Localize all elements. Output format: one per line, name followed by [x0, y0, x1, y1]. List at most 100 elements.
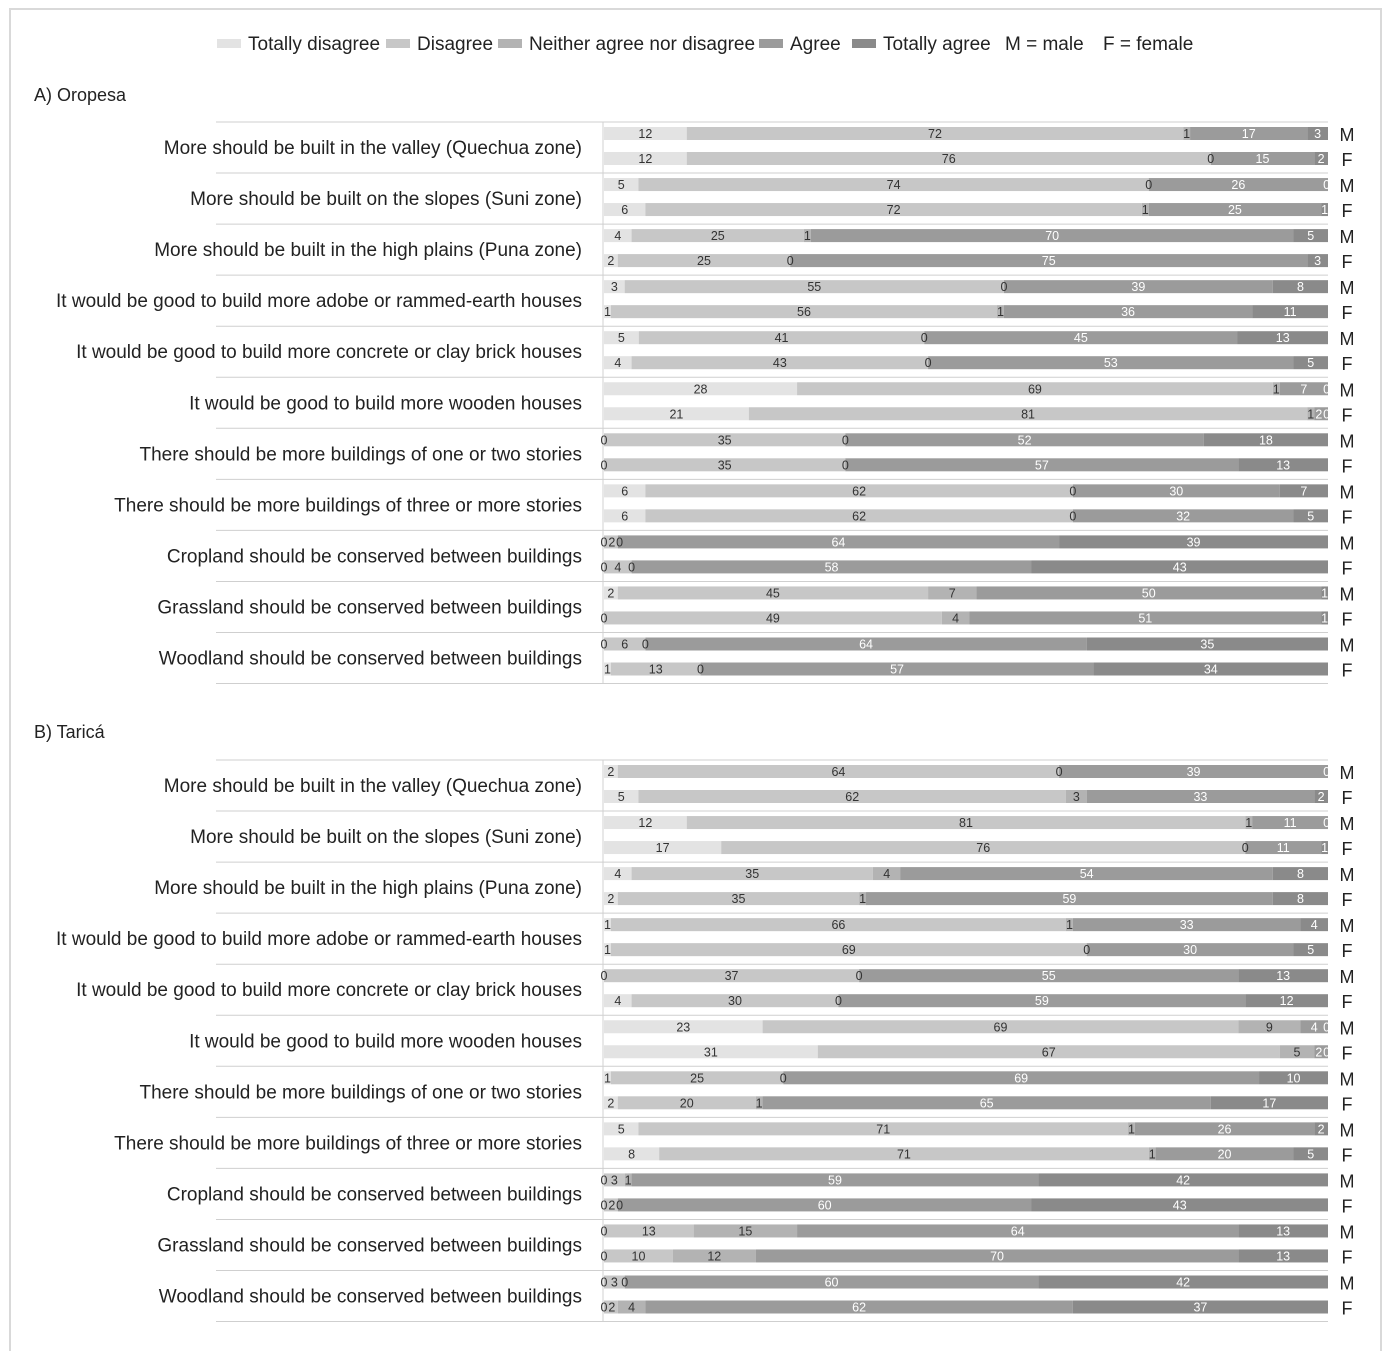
gender-label: F — [1342, 1299, 1353, 1319]
segment-value-label: 1 — [1149, 1147, 1156, 1161]
segment-value-label: 0 — [842, 433, 849, 447]
bar-segment — [604, 433, 846, 447]
bar-segment — [1238, 1249, 1328, 1263]
segment-value-label: 62 — [852, 509, 866, 523]
segment-value-label: 1 — [756, 1096, 763, 1110]
bar-segment — [693, 1224, 798, 1238]
male-bar: 0 35 0 52 18 M — [601, 431, 1355, 451]
female-bar: 0 10 12 70 13 F — [601, 1247, 1353, 1267]
segment-value-label: 1 — [604, 943, 611, 957]
segment-value-label: 11 — [1284, 816, 1297, 830]
segment-value-label: 17 — [1242, 127, 1256, 141]
segment-value-label: 4 — [614, 994, 621, 1008]
category-label: There should be more buildings of one or… — [139, 1082, 582, 1103]
bar-segment — [617, 1300, 646, 1314]
segment-value-label: 30 — [728, 994, 742, 1008]
segment-value-label: 76 — [976, 841, 990, 855]
segment-value-label: 0 — [925, 356, 932, 370]
male-bar: 12 72 1 17 3 M — [604, 125, 1355, 145]
segment-value-label: 72 — [928, 127, 942, 141]
segment-value-label: 13 — [1276, 331, 1290, 345]
bar-segment — [817, 1045, 1280, 1059]
segment-value-label: 0 — [628, 560, 635, 574]
bar-segment — [604, 178, 639, 192]
segment-value-label: 57 — [1035, 458, 1049, 472]
bar-segment — [1293, 356, 1328, 370]
category-group: There should be more buildings of one or… — [139, 431, 1354, 476]
segment-value-label: 36 — [1121, 305, 1135, 319]
segment-value-label: 1 — [804, 229, 811, 243]
bar-segment — [1183, 127, 1191, 140]
segment-value-label: 64 — [1011, 1224, 1025, 1238]
bar-segment — [1245, 816, 1253, 830]
bar-segment — [631, 867, 873, 881]
bar-segment — [1238, 458, 1328, 472]
bar-segment — [1272, 892, 1328, 906]
segment-value-label: 28 — [694, 382, 708, 396]
bar-segment — [997, 305, 1004, 319]
segment-value-label: 6 — [621, 484, 628, 498]
bar-segment — [1321, 203, 1328, 217]
bar-segment — [1237, 331, 1328, 345]
segment-value-label: 1 — [625, 1173, 632, 1187]
bar-segment — [790, 254, 1308, 268]
gender-label: M — [1340, 584, 1355, 604]
segment-value-label: 4 — [614, 867, 621, 881]
gender-label: F — [1342, 992, 1353, 1012]
segment-value-label: 8 — [1297, 867, 1304, 881]
segment-value-label: 4 — [1311, 918, 1318, 932]
bar-segment — [686, 816, 1246, 830]
gender-label: M — [1340, 1274, 1355, 1294]
female-bar: 0 2 0 60 43 F — [601, 1196, 1353, 1216]
bar-segment — [604, 1249, 673, 1263]
category-group: It would be good to build more wooden ho… — [189, 380, 1354, 425]
segment-value-label: 65 — [980, 1096, 994, 1110]
segment-value-label: 4 — [628, 1301, 635, 1315]
bar-segment — [631, 356, 929, 370]
female-bar: 8 71 1 20 5 F — [604, 1145, 1353, 1165]
segment-value-label: 2 — [607, 254, 614, 268]
segment-value-label: 3 — [1314, 254, 1321, 268]
gender-label: F — [1342, 661, 1353, 681]
segment-value-label: 41 — [775, 331, 789, 345]
bar-segment — [748, 407, 1308, 421]
segment-value-label: 69 — [1028, 382, 1042, 396]
segment-value-label: 64 — [859, 638, 873, 652]
bar-segment — [617, 1198, 1032, 1212]
segment-value-label: 13 — [1276, 1249, 1290, 1263]
bar-segment — [604, 407, 749, 421]
bar-segment — [1072, 484, 1280, 498]
segment-value-label: 2 — [1318, 1122, 1325, 1136]
bar-segment — [1307, 254, 1328, 268]
segment-value-label: 69 — [842, 943, 856, 957]
gender-label: F — [1342, 507, 1353, 527]
segment-value-label: 5 — [1307, 229, 1314, 243]
segment-value-label: 5 — [618, 1122, 625, 1136]
bar-segment — [604, 637, 646, 651]
bar-segment — [1072, 1300, 1328, 1314]
female-bar: 2 35 1 59 8 F — [604, 890, 1353, 910]
bar-segment — [755, 1096, 763, 1110]
segment-value-label: 64 — [831, 535, 845, 549]
segment-value-label: 59 — [828, 1173, 842, 1187]
segment-value-label: 4 — [614, 229, 621, 243]
female-bar: 12 76 0 15 2 F — [604, 150, 1353, 170]
segment-value-label: 71 — [876, 1122, 890, 1136]
bar-segment — [1279, 484, 1328, 498]
category-group: Grassland should be conserved between bu… — [157, 1222, 1354, 1267]
segment-value-label: 1 — [859, 892, 866, 906]
bar-segment — [604, 458, 846, 472]
gender-label: M — [1340, 125, 1355, 145]
male-bar: 0 37 0 55 13 M — [601, 967, 1355, 987]
segment-value-label: 1 — [1321, 841, 1328, 855]
bar-segment — [610, 662, 701, 676]
segment-value-label: 62 — [845, 790, 859, 804]
bar-segment — [1065, 790, 1087, 803]
gender-label: M — [1340, 278, 1355, 298]
segment-value-label: 60 — [818, 1198, 832, 1212]
category-group: Woodland should be conserved between bui… — [159, 636, 1355, 681]
category-label: It would be good to build more adobe or … — [56, 291, 582, 312]
bar-segment — [810, 229, 1294, 243]
category-label: There should be more buildings of one or… — [139, 444, 582, 465]
segment-value-label: 3 — [611, 1173, 618, 1187]
